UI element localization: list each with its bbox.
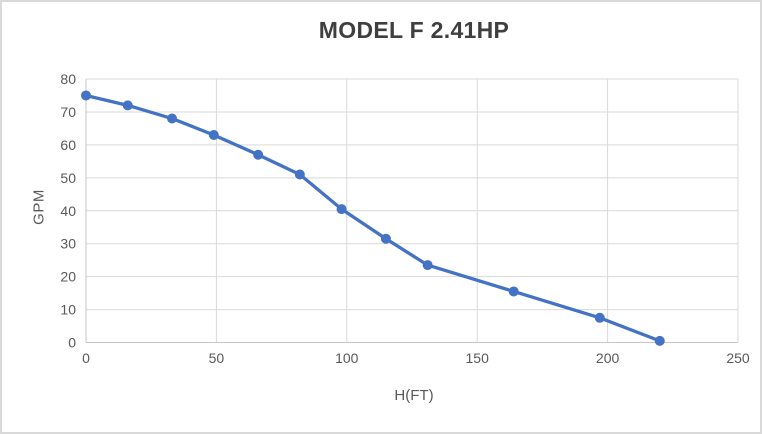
x-tick-label: 200 xyxy=(596,350,620,366)
data-point-marker xyxy=(336,204,347,215)
data-point-marker xyxy=(167,113,178,124)
data-line xyxy=(84,93,662,343)
y-tick-label: 50 xyxy=(60,170,76,186)
data-point-marker xyxy=(81,90,91,101)
data-point-marker xyxy=(422,260,433,271)
y-tick-label: 0 xyxy=(68,335,76,351)
x-tick-label: 250 xyxy=(726,350,750,366)
y-tick-label: 70 xyxy=(60,104,76,120)
chart-title: MODEL F 2.41HP xyxy=(318,17,510,43)
data-point-marker xyxy=(594,312,605,323)
y-tick-label: 60 xyxy=(60,137,76,153)
x-axis-title: H(FT) xyxy=(394,387,434,404)
y-tick-label: 30 xyxy=(60,236,76,252)
y-tick-label: 10 xyxy=(60,302,76,318)
data-point-marker xyxy=(294,169,305,180)
data-point-marker xyxy=(122,100,133,111)
data-point-marker xyxy=(508,286,519,297)
data-point-marker xyxy=(208,129,219,140)
data-point-marker xyxy=(654,335,665,346)
x-tick-label: 100 xyxy=(335,350,359,366)
data-point-marker xyxy=(253,149,264,160)
y-tick-label: 20 xyxy=(60,269,76,285)
data-point-marker xyxy=(380,233,391,244)
x-tick-label: 150 xyxy=(466,350,490,366)
x-tick-label: 50 xyxy=(209,350,225,366)
x-tick-label: 0 xyxy=(82,350,90,366)
y-tick-label: 80 xyxy=(60,71,76,87)
y-tick-label: 40 xyxy=(60,203,76,219)
